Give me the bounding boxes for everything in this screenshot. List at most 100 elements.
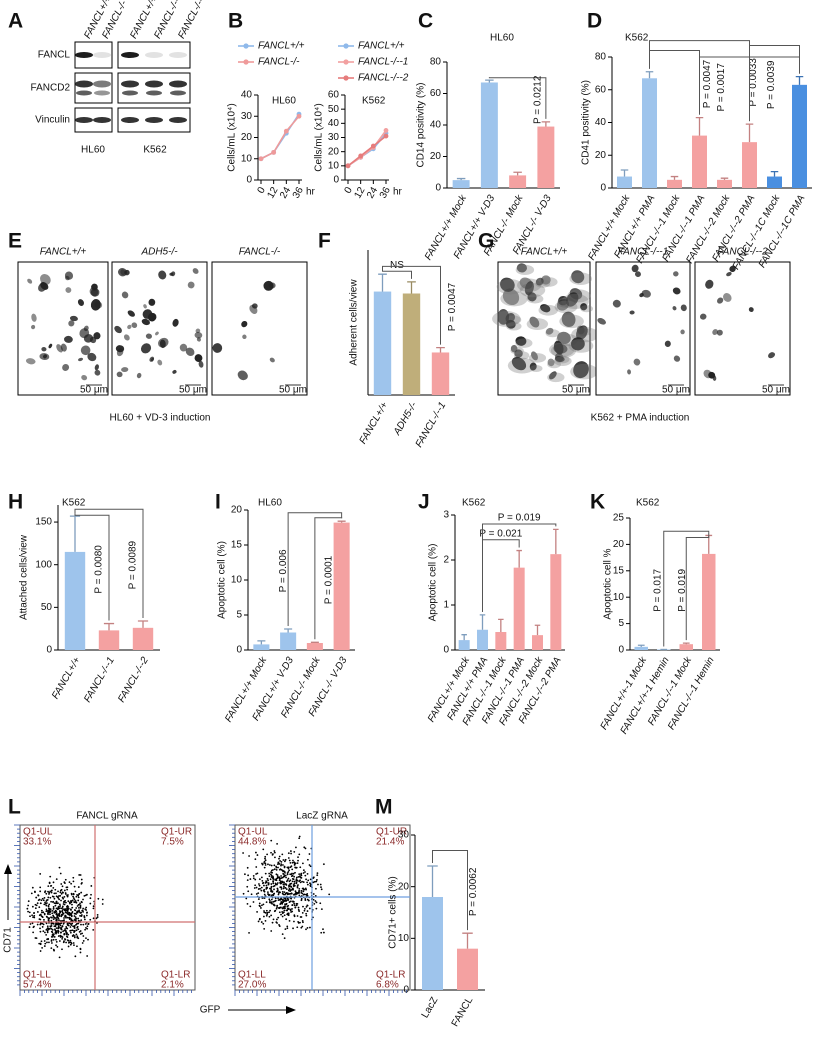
event [289, 861, 292, 864]
event [50, 889, 53, 892]
event [300, 872, 303, 875]
event [60, 915, 63, 917]
cell [194, 354, 203, 362]
chart-title: K562 [362, 96, 386, 107]
event [76, 936, 79, 939]
band [93, 80, 111, 88]
event [70, 882, 73, 885]
event [266, 913, 269, 916]
event [268, 915, 271, 918]
error-bar [637, 644, 645, 647]
point [370, 143, 376, 149]
cell-body [545, 329, 560, 338]
caption: HL60 + VD-3 induction [110, 413, 211, 424]
event [296, 879, 299, 882]
x-tick-label: ADH5-/- [391, 400, 419, 438]
event [72, 895, 74, 898]
event [288, 888, 291, 890]
event [273, 904, 275, 907]
event [266, 877, 269, 880]
quadrant-name: Q1-UR [161, 827, 192, 838]
event [50, 942, 53, 944]
cell [545, 327, 554, 335]
quadrant-name: Q1-UL [238, 827, 268, 838]
event [316, 878, 318, 881]
event [32, 916, 34, 919]
x-tick-label: 24 [278, 185, 293, 201]
cell [25, 358, 36, 365]
event [264, 855, 267, 858]
cell [157, 359, 163, 366]
cell-body [535, 279, 551, 288]
error-bar [553, 528, 559, 555]
event [302, 890, 305, 893]
band [145, 117, 163, 123]
event [55, 941, 58, 943]
event [55, 922, 58, 925]
event [61, 905, 64, 908]
event [294, 871, 296, 874]
event [283, 891, 286, 894]
event [281, 901, 284, 904]
event [43, 903, 46, 906]
event [285, 918, 288, 921]
series-line [260, 113, 300, 160]
event [276, 843, 279, 845]
event [41, 897, 44, 900]
bar [550, 554, 562, 650]
event [302, 869, 305, 872]
event [55, 892, 57, 895]
event [70, 909, 72, 911]
cell [500, 277, 515, 292]
cell [241, 320, 248, 328]
event [52, 948, 55, 951]
event [292, 927, 294, 930]
event [55, 944, 57, 947]
event [289, 879, 292, 882]
y-axis-label: Adherent cells/view [349, 279, 360, 366]
event [280, 860, 283, 863]
event [309, 926, 311, 929]
error-bar [541, 121, 551, 127]
legend-label: FANCL+/+ [358, 41, 405, 52]
image-title: FANCL-/--2 [717, 247, 768, 258]
event [263, 910, 265, 912]
event [27, 904, 30, 907]
event [261, 904, 263, 907]
event [296, 915, 299, 917]
event [300, 889, 303, 892]
event [264, 859, 267, 862]
cell [150, 357, 154, 362]
y-tick-label: 3 [443, 510, 449, 521]
bar [333, 522, 350, 650]
event [77, 928, 80, 931]
event [272, 882, 275, 885]
event [282, 906, 285, 908]
event [267, 863, 269, 866]
event [298, 894, 301, 897]
cell [502, 288, 520, 306]
chart-title: HL60 [272, 96, 296, 107]
event [303, 893, 306, 896]
significance-bracket [314, 517, 343, 640]
event [280, 886, 283, 889]
event [289, 882, 292, 885]
event [271, 891, 274, 893]
blot-box [74, 72, 113, 104]
event [78, 903, 81, 906]
cell [573, 361, 589, 379]
panel-letter: D [587, 10, 602, 33]
event [33, 912, 35, 914]
event [70, 942, 73, 945]
event [69, 902, 71, 905]
cell [726, 272, 732, 277]
event [258, 917, 261, 920]
cell [712, 329, 718, 335]
event [283, 909, 286, 912]
event [272, 918, 275, 921]
event [52, 881, 55, 884]
event [63, 929, 66, 932]
event [320, 886, 322, 889]
event [297, 859, 299, 862]
event [59, 889, 62, 892]
